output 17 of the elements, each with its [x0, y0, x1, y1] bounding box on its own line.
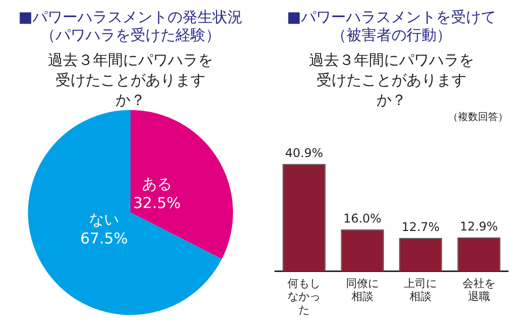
x-tick-label: 同僚に相談 — [346, 276, 379, 304]
data-label: 32.5% — [133, 194, 181, 212]
x-tick-label: 何もしなかった — [288, 276, 321, 316]
slice-label: ない — [89, 210, 120, 229]
x-tick-label: 上司に相談 — [404, 276, 438, 304]
data-label: 16.0% — [343, 211, 382, 226]
data-label: 67.5% — [80, 230, 128, 248]
chart-subtitle: 過去３年間にパワハラを受けたことがありますか？ — [308, 50, 475, 110]
chart-title: ■パワーハラスメントの発生状況（パワハラを受けた経験） — [17, 8, 244, 44]
x-tick-label: 会社を退職 — [462, 276, 496, 304]
chart-subtitle: 過去３年間にパワハラを受けたことがありますか？ — [47, 50, 214, 110]
chart-title: ■パワーハラスメントを受けて（被害者の行動） — [286, 8, 498, 44]
slice-label: ある — [142, 175, 172, 194]
data-label: 40.9% — [285, 146, 324, 160]
data-label: 12.7% — [402, 220, 440, 234]
data-label: 12.9% — [460, 220, 498, 234]
text: （複数回答） — [447, 110, 509, 123]
